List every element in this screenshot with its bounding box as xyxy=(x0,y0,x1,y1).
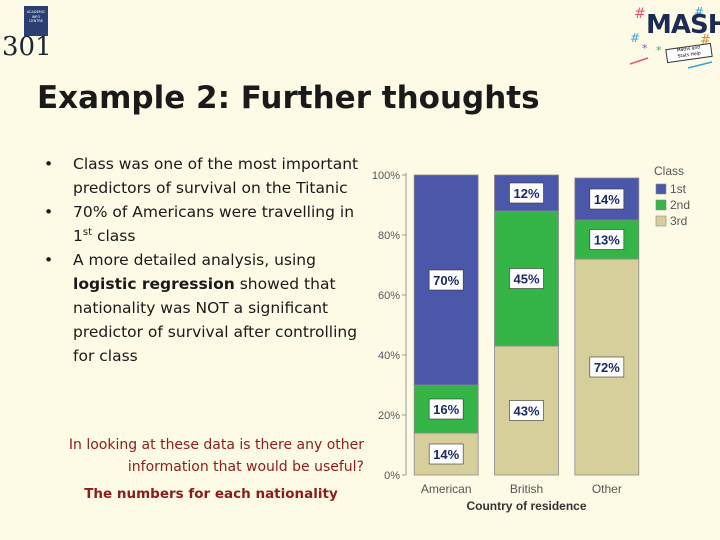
y-tick-label: 0% xyxy=(384,470,400,482)
legend-label: 1st xyxy=(670,182,687,196)
bullet-marker: • xyxy=(44,155,54,173)
y-tick-label: 80% xyxy=(378,230,400,242)
legend-label: 2nd xyxy=(670,198,690,212)
svg-text:#: # xyxy=(700,33,711,48)
logo-badge-line: INFO xyxy=(31,14,41,19)
bullet-bold-term: logistic regression xyxy=(73,275,235,293)
y-tick-label: 60% xyxy=(378,290,400,302)
mash-word: MASH xyxy=(646,10,720,40)
answer-text: The numbers for each nationality xyxy=(84,486,338,502)
data-label: 45% xyxy=(513,272,539,287)
legend-swatch xyxy=(655,199,667,211)
mash-logo: # # # # * * MASH Maths and Stats Help xyxy=(628,2,720,74)
data-label-box xyxy=(428,398,464,420)
stacked-bar-chart: 0% 20% 40% 60% 80% 100% 14% 16% 70% American 43% 45… xyxy=(372,164,690,513)
legend-title: Class xyxy=(654,164,684,178)
legend-swatch xyxy=(655,183,667,195)
data-label: 70% xyxy=(433,273,459,288)
legend-swatch xyxy=(655,215,667,227)
data-label-box xyxy=(589,356,625,378)
x-tick-label: Other xyxy=(592,482,622,496)
bullet-text: showed that nationality was NOT a signif… xyxy=(73,275,358,365)
data-label: 16% xyxy=(433,402,459,417)
data-label-box xyxy=(509,268,544,289)
y-tick-label: 20% xyxy=(378,410,400,422)
x-tick-label: American xyxy=(421,482,472,496)
svg-text:#: # xyxy=(634,6,646,22)
page-title: Example 2: Further thoughts xyxy=(37,80,540,116)
y-tick-label: 40% xyxy=(378,350,400,362)
svg-text:*: * xyxy=(642,42,648,55)
logo-badge-line: CENTRE xyxy=(28,19,44,23)
legend-label: 3rd xyxy=(670,214,687,228)
mash-logo-doodles: # # # # * * xyxy=(629,5,713,69)
bullet-list: • Class was one of the most important pr… xyxy=(44,152,362,368)
data-label: 14% xyxy=(594,192,620,207)
data-label: 43% xyxy=(513,404,539,419)
x-tick-label: British xyxy=(510,482,543,496)
bullet-marker: • xyxy=(44,203,54,221)
data-label-box xyxy=(509,400,544,421)
data-label-box xyxy=(589,188,625,210)
data-label: 13% xyxy=(594,233,620,248)
data-label: 12% xyxy=(513,186,539,201)
bullet-superscript: st xyxy=(82,226,93,238)
academic-centre-logo: ACADEMIC INFO CENTRE 301 xyxy=(2,4,58,64)
logo-badge: ACADEMIC INFO CENTRE xyxy=(24,6,48,36)
x-axis-label: Country of residence xyxy=(466,499,586,513)
bullet-text: class xyxy=(92,227,136,245)
data-label-box xyxy=(509,182,544,204)
data-label: 14% xyxy=(433,447,459,462)
data-label-box xyxy=(428,443,464,465)
logo-badge-line: ACADEMIC xyxy=(26,10,46,14)
bullet-marker: • xyxy=(44,251,54,269)
bullet-text: Class was one of the most important pred… xyxy=(73,155,359,197)
y-tick-label: 100% xyxy=(372,170,400,182)
logo-number: 301 xyxy=(2,32,52,62)
bullet-text: A more detailed analysis, using xyxy=(73,251,316,269)
plot-area: 0% 20% 40% 60% 80% 100% 14% 16% 70% American 43% 45… xyxy=(372,164,690,513)
data-label-box xyxy=(428,269,464,291)
data-label: 72% xyxy=(594,360,620,375)
bullet-text: 70% of Americans were travelling in 1 xyxy=(73,203,355,245)
bullet-item: • Class was one of the most important pr… xyxy=(44,152,362,200)
svg-text:#: # xyxy=(630,31,640,45)
svg-text:#: # xyxy=(694,5,704,19)
data-label-box xyxy=(589,229,625,250)
bullet-item: • 70% of Americans were travelling in 1s… xyxy=(44,200,362,248)
svg-text:*: * xyxy=(656,44,662,57)
bullet-item: • A more detailed analysis, using logist… xyxy=(44,248,362,368)
question-text: In looking at these data is there any ot… xyxy=(68,437,364,475)
